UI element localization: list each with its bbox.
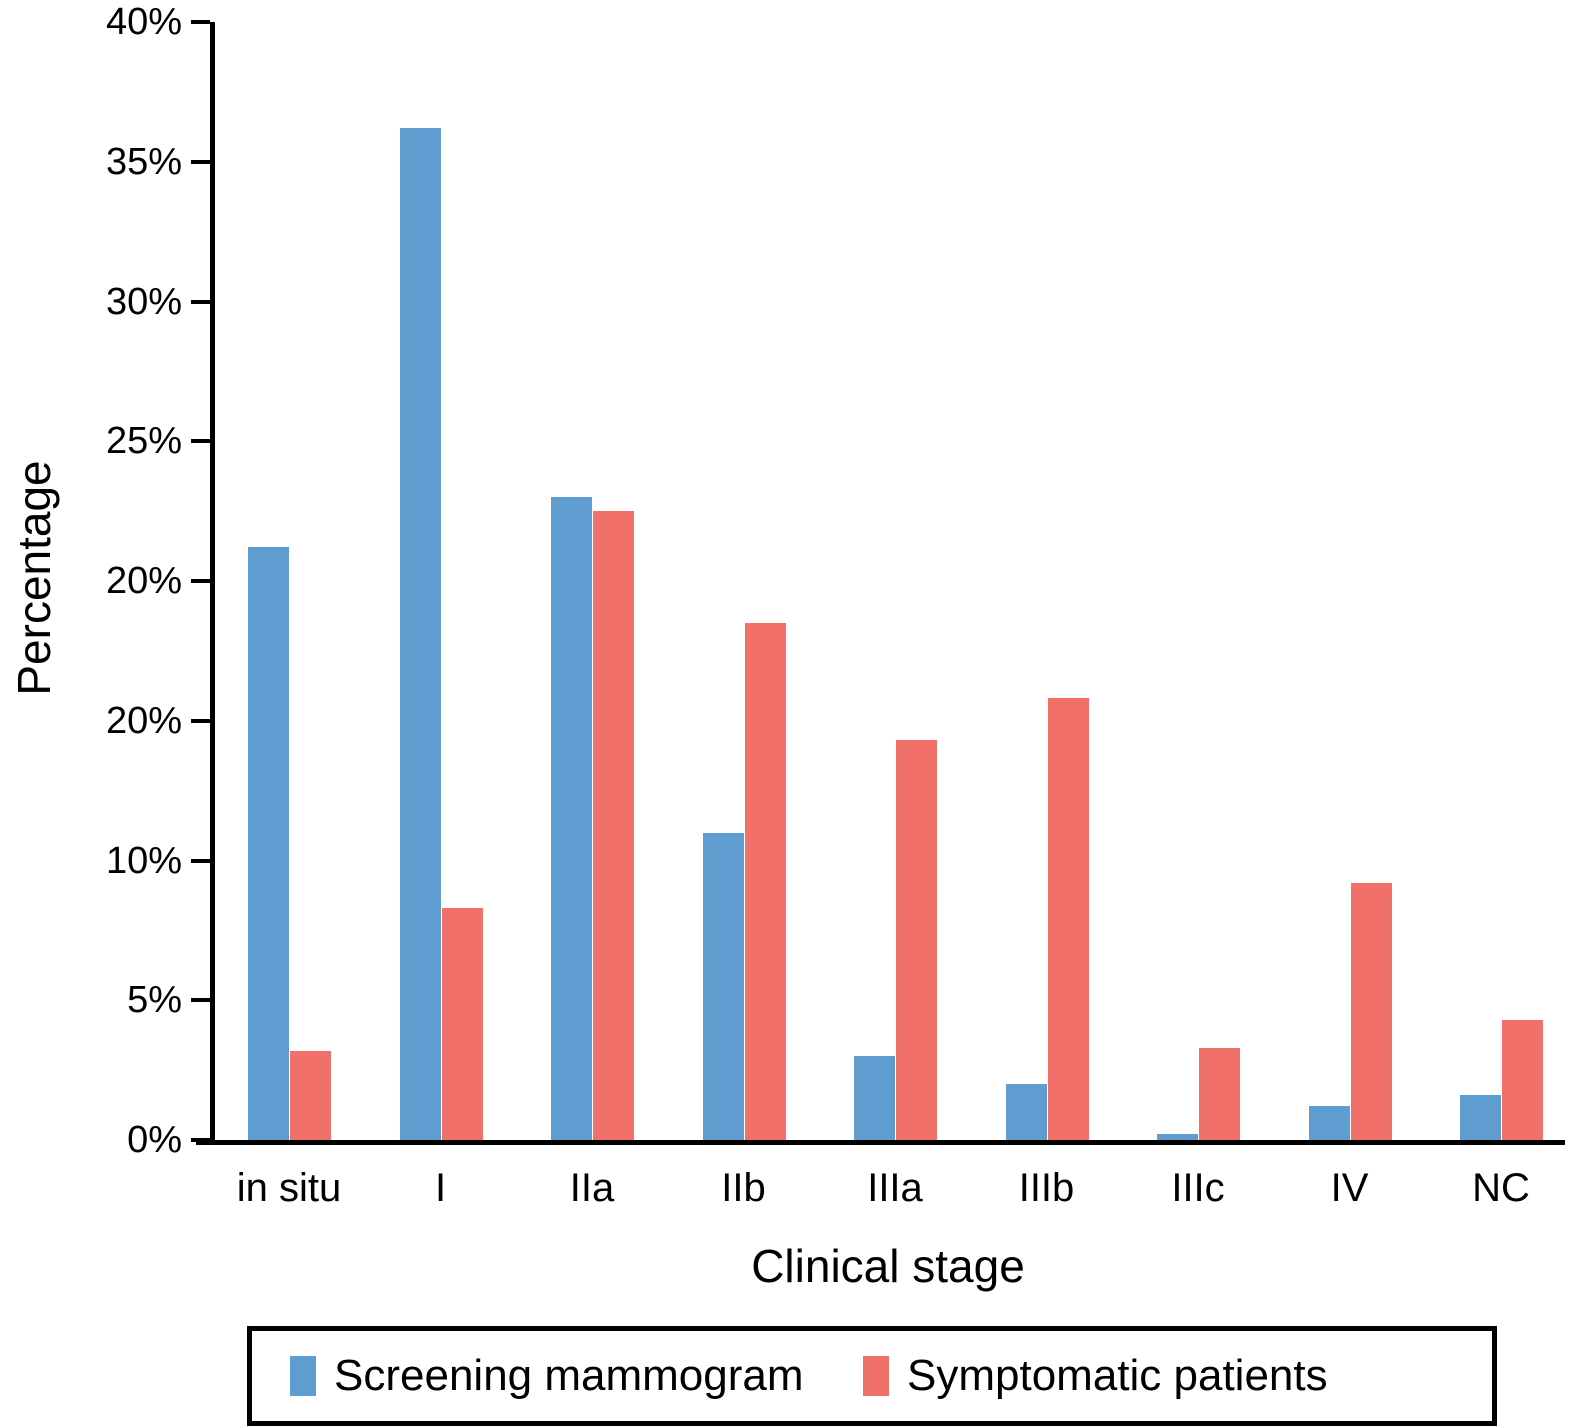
y-tick-label: 35% [105, 140, 182, 183]
y-tick-label: 40% [105, 1, 182, 43]
y-tick-mark [191, 998, 210, 1003]
x-axis-line [196, 1140, 1565, 1145]
y-tick-label: 20% [105, 560, 182, 602]
y-tick-label: 0% [127, 1119, 182, 1161]
bar-screening-NC [1460, 1095, 1501, 1140]
x-category-label: I [434, 1166, 447, 1210]
bar-symptomatic-IIIc [1199, 1047, 1240, 1140]
x-category-label: IV [1330, 1166, 1369, 1210]
y-axis-line [210, 22, 215, 1145]
bar-symptomatic-IIb [744, 622, 786, 1140]
bar-screening-IIb [702, 832, 744, 1140]
y-tick-label: 20% [105, 699, 182, 742]
y-axis-title: Percentage [8, 460, 60, 696]
bar-screening-IIIb [1005, 1084, 1047, 1140]
y-tick-mark [191, 579, 210, 583]
bar-symptomatic-IIIa [896, 740, 937, 1140]
y-tick-label: 30% [105, 280, 182, 323]
bar-screening-IIIa [854, 1056, 895, 1140]
legend-swatch-icon [290, 1356, 316, 1396]
legend-label: Symptomatic patients [907, 1351, 1328, 1400]
bar-symptomatic-in-situ [290, 1050, 331, 1140]
x-axis-title: Clinical stage [751, 1240, 1025, 1292]
y-tick-mark [191, 1138, 210, 1142]
bar-screening-IIIc [1157, 1134, 1198, 1140]
legend-entry: Symptomatic patients [863, 1331, 1328, 1421]
x-category-label: IIb [721, 1166, 766, 1210]
y-tick-mark [191, 439, 210, 444]
y-tick-mark [191, 20, 210, 24]
x-category-label: in situ [236, 1166, 342, 1210]
x-category-label: IIIb [1018, 1166, 1075, 1210]
bar-screening-in-situ [248, 547, 289, 1140]
y-tick-mark [191, 858, 210, 863]
x-category-label: IIIc [1171, 1166, 1225, 1210]
x-category-label: IIIa [867, 1166, 923, 1210]
x-category-label: NC [1472, 1166, 1530, 1210]
legend-box: Screening mammogram Symptomatic patients [247, 1326, 1497, 1426]
bar-symptomatic-IV [1350, 882, 1392, 1140]
bar-screening-IIa [551, 497, 592, 1140]
bar-symptomatic-I [441, 908, 483, 1140]
legend-swatch-icon [863, 1356, 889, 1396]
bar-symptomatic-IIIb [1047, 698, 1089, 1140]
bar-screening-IV [1308, 1106, 1350, 1140]
bar-symptomatic-IIa [593, 511, 634, 1140]
legend-label: Screening mammogram [334, 1351, 804, 1400]
y-tick-label: 10% [105, 839, 182, 882]
y-tick-mark [191, 718, 210, 723]
legend-entry: Screening mammogram [290, 1331, 804, 1421]
x-category-label: IIa [569, 1166, 615, 1210]
bar-screening-I [399, 128, 441, 1140]
y-tick-label: 25% [105, 420, 182, 463]
bar-symptomatic-NC [1502, 1019, 1543, 1140]
y-tick-label: 5% [127, 979, 182, 1022]
y-tick-mark [191, 159, 210, 164]
y-tick-mark [191, 299, 210, 304]
